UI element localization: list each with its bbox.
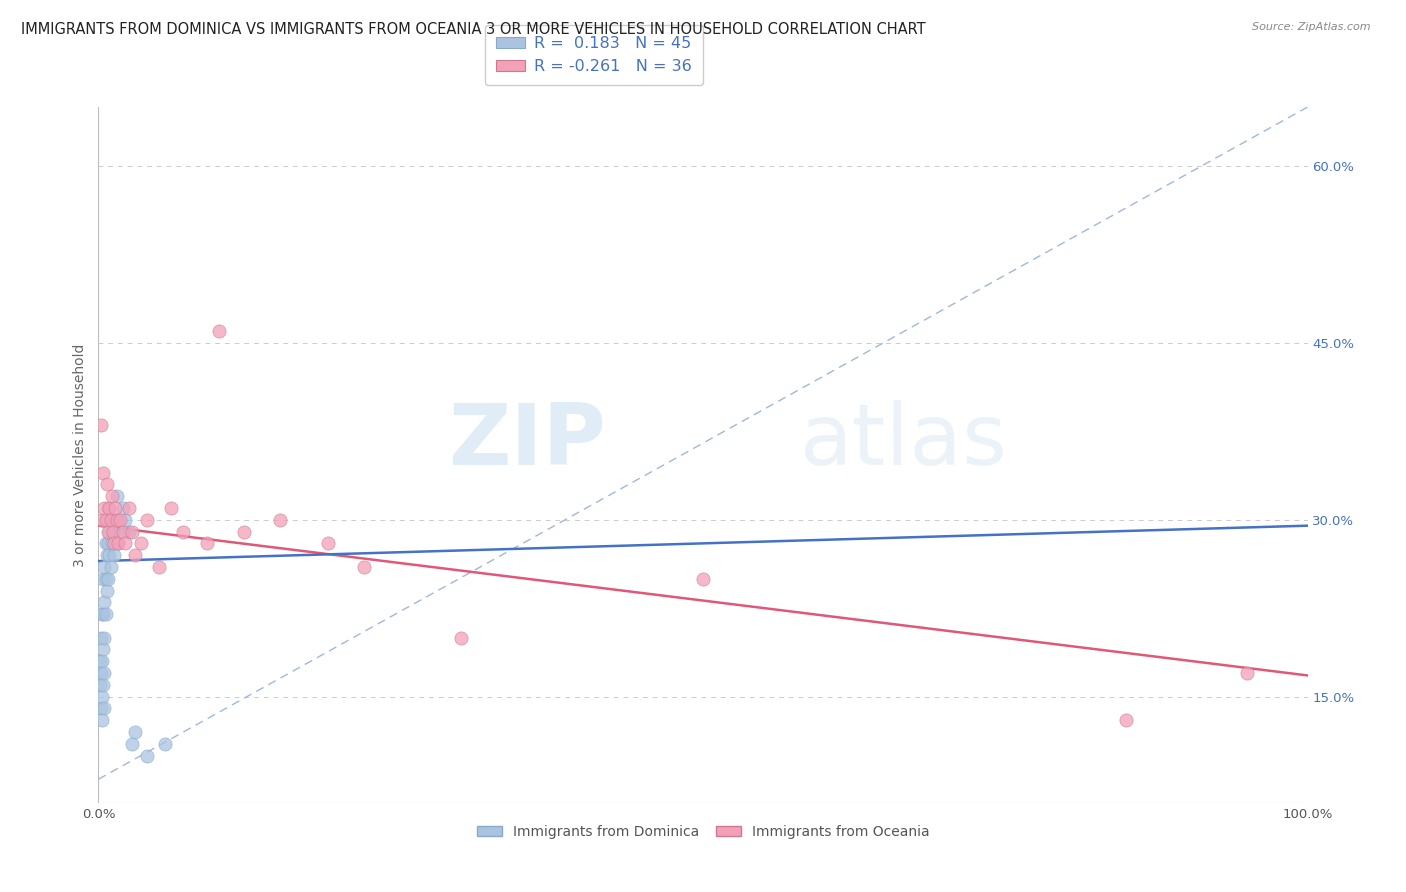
Point [160,500,183,515]
Point [121,524,143,539]
Point [108,524,131,539]
Point [129,536,152,550]
Point [692,572,714,586]
Y-axis label: 3 or more Vehicles in Household: 3 or more Vehicles in Household [73,343,87,566]
Point [124,725,146,739]
Point [97,524,120,539]
Point [135,513,157,527]
Text: atlas: atlas [800,400,1008,483]
Point [93,666,115,681]
Point [91,607,114,621]
Point [98,500,121,515]
Point [103,536,125,550]
Point [105,489,128,503]
Point [269,513,291,527]
Point [111,524,134,539]
Point [450,631,472,645]
Point [94,536,117,550]
Point [104,513,127,527]
Point [114,513,136,527]
Point [93,701,115,715]
Point [90,418,112,433]
Point [195,536,218,550]
Point [91,513,114,527]
Point [124,548,146,562]
Point [91,642,114,657]
Point [97,536,120,550]
Point [135,748,157,763]
Point [96,548,118,562]
Point [90,701,112,715]
Point [96,513,118,527]
Point [91,678,114,692]
Point [90,631,112,645]
Point [118,524,141,539]
Point [96,583,118,598]
Point [94,607,117,621]
Point [232,524,254,539]
Point [100,560,122,574]
Point [172,524,194,539]
Point [153,737,176,751]
Point [104,500,127,515]
Point [121,737,143,751]
Point [100,489,122,503]
Point [91,713,114,727]
Point [1115,713,1137,727]
Point [100,513,122,527]
Point [100,513,122,527]
Legend: Immigrants from Dominica, Immigrants from Oceania: Immigrants from Dominica, Immigrants fro… [471,820,935,845]
Point [93,595,115,609]
Point [118,500,141,515]
Point [94,572,117,586]
Point [98,548,121,562]
Point [89,654,111,668]
Point [208,324,231,338]
Point [94,513,117,527]
Point [107,536,129,550]
Point [148,560,170,574]
Point [90,666,112,681]
Point [98,524,121,539]
Point [114,536,136,550]
Point [107,536,129,550]
Point [93,631,115,645]
Point [91,572,114,586]
Point [316,536,339,550]
Point [1236,666,1258,681]
Point [101,524,124,539]
Text: IMMIGRANTS FROM DOMINICA VS IMMIGRANTS FROM OCEANIA 3 OR MORE VEHICLES IN HOUSEH: IMMIGRANTS FROM DOMINICA VS IMMIGRANTS F… [21,22,925,37]
Point [108,513,131,527]
Text: Source: ZipAtlas.com: Source: ZipAtlas.com [1253,22,1371,32]
Point [91,690,114,704]
Point [97,572,120,586]
Point [97,500,120,515]
Point [91,607,114,621]
Point [91,466,114,480]
Point [91,654,114,668]
Point [103,548,125,562]
Point [89,678,111,692]
Point [93,560,115,574]
Point [96,477,118,491]
Point [100,536,122,550]
Point [101,524,124,539]
Text: ZIP: ZIP [449,400,606,483]
Point [93,500,115,515]
Point [353,560,375,574]
Point [105,513,128,527]
Point [111,500,134,515]
